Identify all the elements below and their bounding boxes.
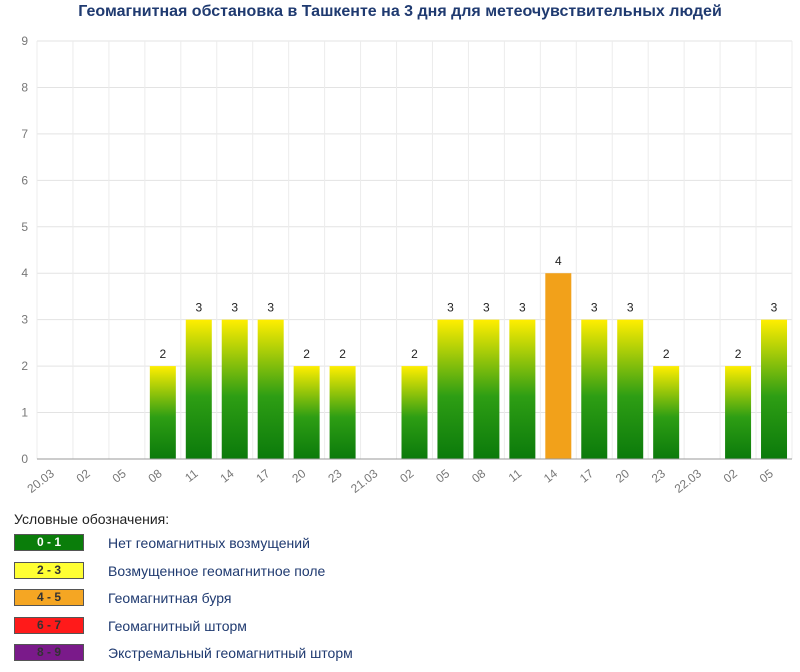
- y-tick-label: 7: [21, 127, 28, 141]
- x-tick-label: 21.03: [348, 466, 381, 496]
- bar: [761, 319, 788, 459]
- x-tick-label: 02: [721, 466, 740, 485]
- bar-value-label: 3: [195, 301, 202, 315]
- legend-swatch-2-3: 2 - 3: [14, 561, 84, 579]
- legend-label-8-9: Экстремальный геомагнитный шторм: [108, 645, 353, 661]
- legend-swatch-0-1: 0 - 1: [14, 534, 84, 551]
- x-tick-label: 02: [74, 466, 93, 485]
- bar: [149, 366, 176, 459]
- bar-value-label: 2: [159, 347, 166, 361]
- bar: [329, 366, 356, 459]
- x-tick-label: 23: [649, 466, 668, 485]
- bar: [293, 366, 320, 459]
- bar-value-label: 2: [303, 347, 310, 361]
- bar: [473, 319, 500, 459]
- legend-swatch-4-5: 4 - 5: [14, 589, 84, 606]
- bar: [437, 319, 464, 459]
- x-tick-label: 02: [397, 466, 416, 485]
- bar: [581, 319, 608, 459]
- x-tick-label: 23: [325, 466, 344, 485]
- y-tick-label: 8: [21, 80, 28, 94]
- legend-label-4-5: Геомагнитная буря: [108, 590, 232, 606]
- y-tick-label: 2: [21, 359, 28, 373]
- bar-value-label: 3: [267, 301, 274, 315]
- y-tick-label: 4: [21, 266, 28, 280]
- x-tick-label: 08: [146, 466, 165, 485]
- bar-value-label: 3: [447, 301, 454, 315]
- x-tick-label: 17: [253, 466, 272, 485]
- bar-value-label: 3: [231, 301, 238, 315]
- bar-value-label: 4: [555, 254, 562, 268]
- x-tick-label: 08: [469, 466, 488, 485]
- x-tick-label: 05: [433, 466, 452, 485]
- y-tick-label: 0: [21, 452, 28, 466]
- bar: [221, 319, 248, 459]
- x-tick-label: 20: [613, 466, 632, 485]
- bar: [653, 366, 680, 459]
- bar-value-label: 3: [591, 301, 598, 315]
- x-tick-label: 11: [182, 466, 201, 485]
- legend-swatch-8-9: 8 - 9: [14, 644, 84, 661]
- bar: [509, 319, 536, 459]
- x-tick-label: 05: [757, 466, 776, 485]
- x-tick-label: 17: [577, 466, 596, 485]
- y-tick-label: 3: [21, 313, 28, 327]
- bar-value-label: 3: [519, 301, 526, 315]
- x-tick-label: 05: [110, 466, 129, 485]
- x-tick-label: 22.03: [672, 466, 705, 496]
- bar: [401, 366, 428, 459]
- bar: [185, 319, 212, 459]
- y-tick-label: 9: [21, 34, 28, 48]
- y-tick-label: 6: [21, 173, 28, 187]
- bar-value-label: 3: [771, 301, 778, 315]
- bar: [725, 366, 752, 459]
- bar-value-label: 3: [627, 301, 634, 315]
- legend-label-6-7: Геомагнитный шторм: [108, 617, 247, 634]
- legend-title: Условные обозначения:: [14, 511, 170, 527]
- x-tick-label: 14: [217, 466, 236, 485]
- x-tick-label: 20: [289, 466, 308, 485]
- bar: [257, 319, 284, 459]
- bar-value-label: 2: [339, 347, 346, 361]
- legend-label-2-3: Возмущенное геомагнитное поле: [108, 562, 326, 579]
- x-tick-label: 14: [541, 466, 560, 485]
- bar: [545, 273, 572, 459]
- chart-title: Геомагнитная обстановка в Ташкенте на 3 …: [78, 3, 722, 20]
- bar: [617, 319, 644, 459]
- bar-value-label: 3: [483, 301, 490, 315]
- legend-swatch-6-7: 6 - 7: [14, 616, 84, 634]
- bar-value-label: 2: [663, 347, 670, 361]
- x-tick-label: 11: [506, 466, 525, 485]
- bar-value-label: 2: [411, 347, 418, 361]
- legend-label-0-1: Нет геомагнитных возмущений: [108, 535, 310, 551]
- bar-value-label: 2: [735, 347, 742, 361]
- y-tick-label: 5: [21, 220, 28, 234]
- x-tick-label: 20.03: [25, 466, 58, 496]
- y-tick-label: 1: [21, 406, 28, 420]
